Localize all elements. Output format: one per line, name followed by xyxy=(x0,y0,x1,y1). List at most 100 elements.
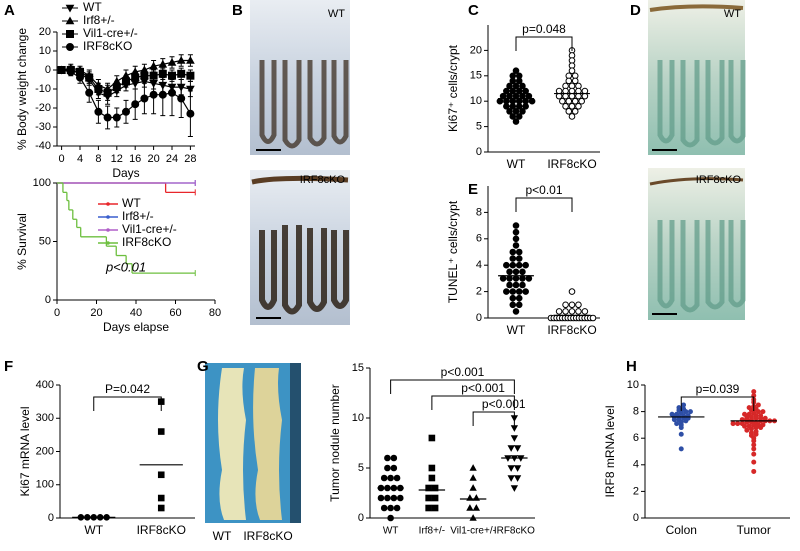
significance-bracket xyxy=(93,396,162,411)
y-axis-label: Ki67⁺ cells/crypt xyxy=(446,44,460,132)
x-tick-label: Colon xyxy=(666,523,697,537)
data-point xyxy=(186,109,195,118)
data-point xyxy=(149,61,158,70)
data-point xyxy=(94,85,103,93)
data-point xyxy=(589,314,597,322)
y-axis-label: TUNEL⁺ cells/crypt xyxy=(446,200,460,303)
y-tick-label: 10 xyxy=(470,95,482,107)
data-point xyxy=(499,275,507,282)
data-point xyxy=(428,474,436,482)
data-point xyxy=(562,301,569,309)
data-point xyxy=(742,423,748,429)
x-axis-label: Days xyxy=(112,166,139,180)
data-point xyxy=(512,82,520,90)
data-point xyxy=(393,504,401,512)
data-point xyxy=(515,301,523,309)
y-tick-label: 6 xyxy=(633,432,639,444)
panel-letter: H xyxy=(626,358,637,375)
x-tick-label: 8 xyxy=(95,153,101,165)
data-point xyxy=(512,268,520,276)
data-point xyxy=(519,268,526,276)
data-point xyxy=(683,418,689,424)
data-point xyxy=(568,67,576,75)
annotation: p<0.01 xyxy=(105,259,146,274)
image-label: WT xyxy=(724,8,741,20)
data-point xyxy=(678,446,684,452)
y-tick-label: 400 xyxy=(36,379,54,391)
data-point xyxy=(751,442,757,448)
y-axis-label: IRF8 mRNA level xyxy=(603,405,617,497)
data-point xyxy=(515,288,523,295)
panel-letter: C xyxy=(468,2,479,19)
data-point xyxy=(503,288,510,295)
data-point xyxy=(425,484,432,492)
y-tick-label: -10 xyxy=(35,83,51,95)
data-point xyxy=(509,255,517,262)
x-tick-label: WT xyxy=(84,523,103,537)
data-point xyxy=(671,417,677,423)
legend-label: Irf8+/- xyxy=(122,209,154,223)
legend-marker xyxy=(66,43,74,51)
y-tick-label: -20 xyxy=(35,102,51,114)
data-point xyxy=(509,261,517,269)
legend-marker xyxy=(106,228,110,232)
data-point xyxy=(760,409,766,415)
data-point xyxy=(751,438,757,444)
data-point xyxy=(568,308,576,315)
x-tick-label: WT xyxy=(507,323,526,337)
y-tick-label: 0 xyxy=(476,312,482,324)
x-tick-label: Irf8+/- xyxy=(419,526,445,537)
data-point xyxy=(509,102,517,110)
data-point xyxy=(94,107,103,116)
data-point xyxy=(140,94,149,103)
x-tick-label: 60 xyxy=(169,307,181,319)
x-tick-label: 20 xyxy=(90,307,102,319)
data-point xyxy=(512,118,520,125)
y-tick-label: 200 xyxy=(36,445,54,457)
data-point xyxy=(575,308,582,315)
y-tick-label: 4 xyxy=(476,259,482,271)
data-point xyxy=(513,465,522,472)
micrograph-d-cko xyxy=(648,168,746,320)
data-point xyxy=(503,87,510,95)
data-point xyxy=(122,77,130,86)
y-tick-label: 15 xyxy=(470,70,482,82)
data-point xyxy=(735,421,741,427)
data-point xyxy=(85,88,94,97)
data-point xyxy=(122,107,130,116)
data-point xyxy=(512,222,520,229)
panel-letter: D xyxy=(630,2,641,19)
x-tick-label: WT xyxy=(507,157,526,171)
data-point xyxy=(683,409,689,415)
micrograph-d-wt xyxy=(648,0,746,155)
data-point xyxy=(512,281,520,289)
y-tick-label: 8 xyxy=(476,206,482,218)
annotation: p=0.048 xyxy=(522,22,566,36)
y-tick-label: -30 xyxy=(35,121,51,133)
image-label: WT xyxy=(328,8,345,20)
data-point xyxy=(76,73,84,82)
x-tick-label: 0 xyxy=(54,307,60,319)
data-point xyxy=(507,475,515,482)
data-point xyxy=(522,87,529,95)
data-point xyxy=(565,108,573,115)
y-tick-label: -40 xyxy=(35,140,51,152)
data-point xyxy=(753,431,759,437)
x-tick-label: IRF8cKO xyxy=(137,523,186,537)
micrograph-b-cko xyxy=(250,170,350,325)
data-point xyxy=(509,294,517,302)
data-point xyxy=(509,77,517,85)
legend-marker xyxy=(106,215,110,219)
data-point xyxy=(687,409,693,415)
data-point xyxy=(575,301,582,309)
significance-bracket xyxy=(515,36,573,51)
data-point xyxy=(157,428,165,435)
x-tick-label: 24 xyxy=(166,153,178,165)
panel-letter: E xyxy=(468,181,478,198)
data-point xyxy=(555,308,563,315)
y-axis-label: % Survival xyxy=(15,213,29,270)
data-point xyxy=(186,55,195,64)
y-tick-label: 0 xyxy=(45,294,51,306)
x-tick-label: WT xyxy=(383,526,399,537)
image-label: IRF8cKO xyxy=(300,174,346,186)
